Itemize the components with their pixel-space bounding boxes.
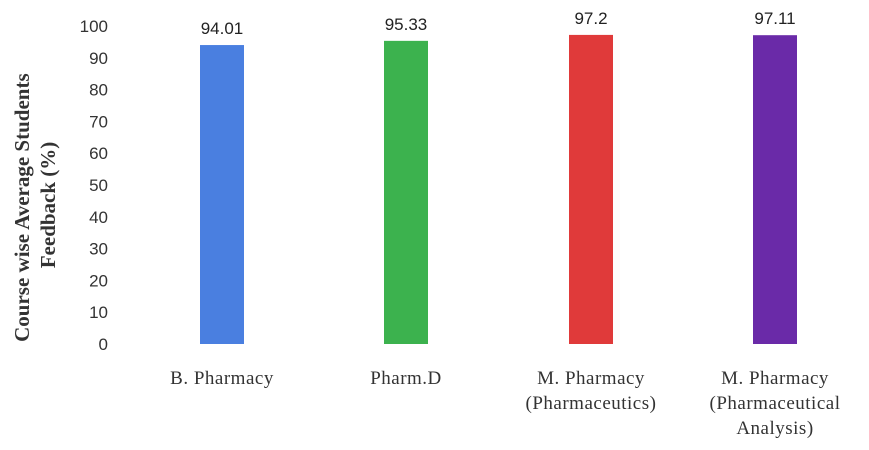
category-label: B. Pharmacy — [170, 368, 274, 389]
category-label-line: Pharm.D — [370, 368, 442, 389]
category-label: Pharm.D — [370, 368, 442, 389]
y-tick-label: 60 — [89, 144, 108, 163]
category-label-line: M. Pharmacy — [537, 368, 645, 389]
category-label-line: Analysis) — [736, 418, 813, 439]
category-label: M. Pharmacy (Pharmaceutical Analysis) — [710, 368, 841, 439]
data-label: 97.2 — [574, 9, 607, 28]
category-label-line: (Pharmaceutical — [710, 393, 841, 414]
bar — [200, 45, 244, 345]
y-tick-label: 70 — [89, 112, 108, 131]
y-tick-label: 50 — [89, 176, 108, 195]
y-tick-label: 30 — [89, 240, 108, 259]
category-label-line: B. Pharmacy — [170, 368, 274, 389]
data-label: 97.11 — [754, 9, 795, 28]
y-tick-label: 0 — [99, 335, 108, 354]
y-axis-label: Course wise Average Students Feedback (%… — [10, 68, 60, 342]
y-tick-label: 90 — [89, 49, 108, 68]
y-tick-label: 20 — [89, 271, 108, 290]
bar — [569, 34, 613, 345]
data-label: 94.01 — [201, 19, 244, 38]
bars — [200, 34, 797, 345]
category-label: M. Pharmacy (Pharmaceutics) — [526, 368, 657, 414]
y-axis-ticks: 0 10 20 30 40 50 60 70 80 90 100 — [80, 17, 108, 354]
category-label-line: M. Pharmacy — [721, 368, 829, 389]
y-tick-label: 100 — [80, 17, 108, 36]
bar — [384, 40, 428, 345]
y-axis-label-line-1: Course wise Average Students — [10, 73, 34, 342]
bar — [753, 35, 797, 345]
y-tick-label: 80 — [89, 81, 108, 100]
data-label: 95.33 — [385, 15, 428, 34]
category-labels: B. Pharmacy Pharm.D M. Pharmacy (Pharmaceut… — [170, 368, 840, 439]
data-labels: 94.01 95.33 97.2 97.11 — [201, 9, 796, 38]
y-axis-label-line-2: Feedback (%) — [36, 142, 60, 269]
y-tick-label: 40 — [89, 208, 108, 227]
category-label-line: (Pharmaceutics) — [526, 393, 657, 414]
y-tick-label: 10 — [89, 303, 108, 322]
